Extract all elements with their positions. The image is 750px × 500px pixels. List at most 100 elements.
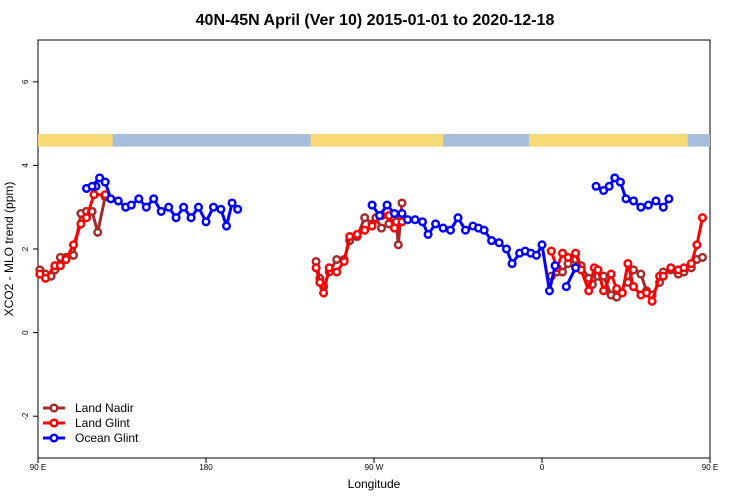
- data-point: [55, 261, 65, 271]
- data-point: [106, 194, 116, 204]
- data-point: [546, 246, 556, 256]
- series-layer: [35, 173, 708, 306]
- y-tick-label: -2: [21, 412, 30, 420]
- data-point: [692, 240, 702, 250]
- data-point: [417, 217, 428, 227]
- data-point: [686, 259, 696, 269]
- data-point: [164, 202, 174, 212]
- data-point: [487, 236, 497, 246]
- data-point: [571, 248, 581, 258]
- plot-frame: [37, 39, 711, 459]
- data-point: [76, 219, 86, 229]
- data-point: [233, 204, 243, 214]
- data-point: [615, 177, 625, 187]
- series-ocean-glint: [81, 173, 674, 296]
- series-line: [39, 193, 106, 281]
- data-point: [311, 263, 321, 273]
- data-point: [636, 269, 646, 279]
- data-point: [612, 284, 622, 294]
- y-axis-title: XCO2 - MLO trend (ppm): [2, 182, 16, 317]
- data-point: [208, 202, 219, 212]
- data-point: [599, 286, 609, 296]
- data-point: [431, 219, 441, 229]
- data-point: [460, 225, 471, 235]
- land-band: [38, 134, 113, 147]
- data-point: [171, 213, 181, 223]
- data-point: [628, 282, 639, 292]
- land-ocean-strip: [38, 134, 710, 147]
- data-point: [658, 271, 668, 281]
- data-point: [599, 185, 609, 196]
- data-point: [664, 194, 674, 204]
- data-point: [113, 196, 123, 206]
- legend-marker: [49, 403, 59, 413]
- data-point: [636, 202, 646, 212]
- data-point: [81, 213, 92, 223]
- data-point: [610, 173, 620, 183]
- data-point: [332, 254, 342, 265]
- legend-item: Ocean Glint: [43, 431, 139, 445]
- x-axis-title: Longitude: [348, 477, 401, 491]
- data-point: [149, 194, 159, 204]
- y-tick-label: 4: [21, 163, 30, 168]
- data-point: [367, 200, 377, 210]
- data-point: [445, 225, 456, 235]
- legend-label: Land Nadir: [75, 401, 134, 415]
- y-tick-label: 6: [21, 79, 30, 84]
- data-point: [227, 198, 237, 208]
- data-point: [95, 173, 105, 183]
- data-point: [617, 288, 627, 298]
- data-point: [201, 217, 211, 227]
- data-point: [179, 202, 189, 212]
- x-tick-label: 90 E: [30, 463, 46, 472]
- data-point: [507, 259, 517, 269]
- data-point: [584, 286, 594, 296]
- data-point: [479, 225, 489, 235]
- data-point: [93, 227, 103, 237]
- legend-marker: [49, 418, 59, 428]
- data-point: [352, 229, 362, 239]
- data-point: [593, 265, 603, 275]
- data-point: [360, 213, 370, 223]
- data-point: [397, 208, 407, 219]
- data-point: [606, 269, 616, 279]
- data-point: [643, 200, 653, 210]
- data-point: [423, 229, 433, 239]
- data-point: [68, 250, 79, 260]
- data-point: [591, 181, 601, 191]
- data-point: [403, 215, 413, 225]
- data-point: [550, 261, 560, 271]
- data-point: [623, 259, 633, 269]
- data-point: [216, 204, 226, 214]
- data-point: [612, 292, 622, 302]
- data-point: [647, 296, 657, 306]
- data-point: [61, 254, 71, 265]
- data-point: [156, 206, 166, 216]
- data-point: [319, 288, 329, 298]
- data-point: [332, 267, 342, 277]
- legend-item: Land Glint: [43, 416, 130, 430]
- data-point: [186, 213, 196, 223]
- data-point: [68, 240, 79, 250]
- data-point: [315, 277, 325, 287]
- x-tick-label: 90 W: [365, 463, 384, 472]
- data-point: [40, 273, 51, 283]
- data-point: [324, 263, 334, 273]
- legend-item: Land Nadir: [43, 401, 134, 415]
- data-point: [389, 223, 400, 233]
- data-point: [382, 200, 392, 210]
- data-point: [35, 269, 45, 279]
- data-point: [345, 231, 355, 242]
- data-point: [438, 223, 448, 233]
- data-point: [697, 252, 708, 262]
- data-point: [544, 286, 555, 296]
- y-tick-label: 0: [21, 330, 30, 335]
- data-point: [397, 198, 407, 208]
- data-point: [193, 202, 204, 212]
- data-point: [557, 267, 568, 277]
- data-point: [89, 190, 99, 200]
- data-point: [360, 225, 370, 235]
- data-point: [666, 263, 676, 273]
